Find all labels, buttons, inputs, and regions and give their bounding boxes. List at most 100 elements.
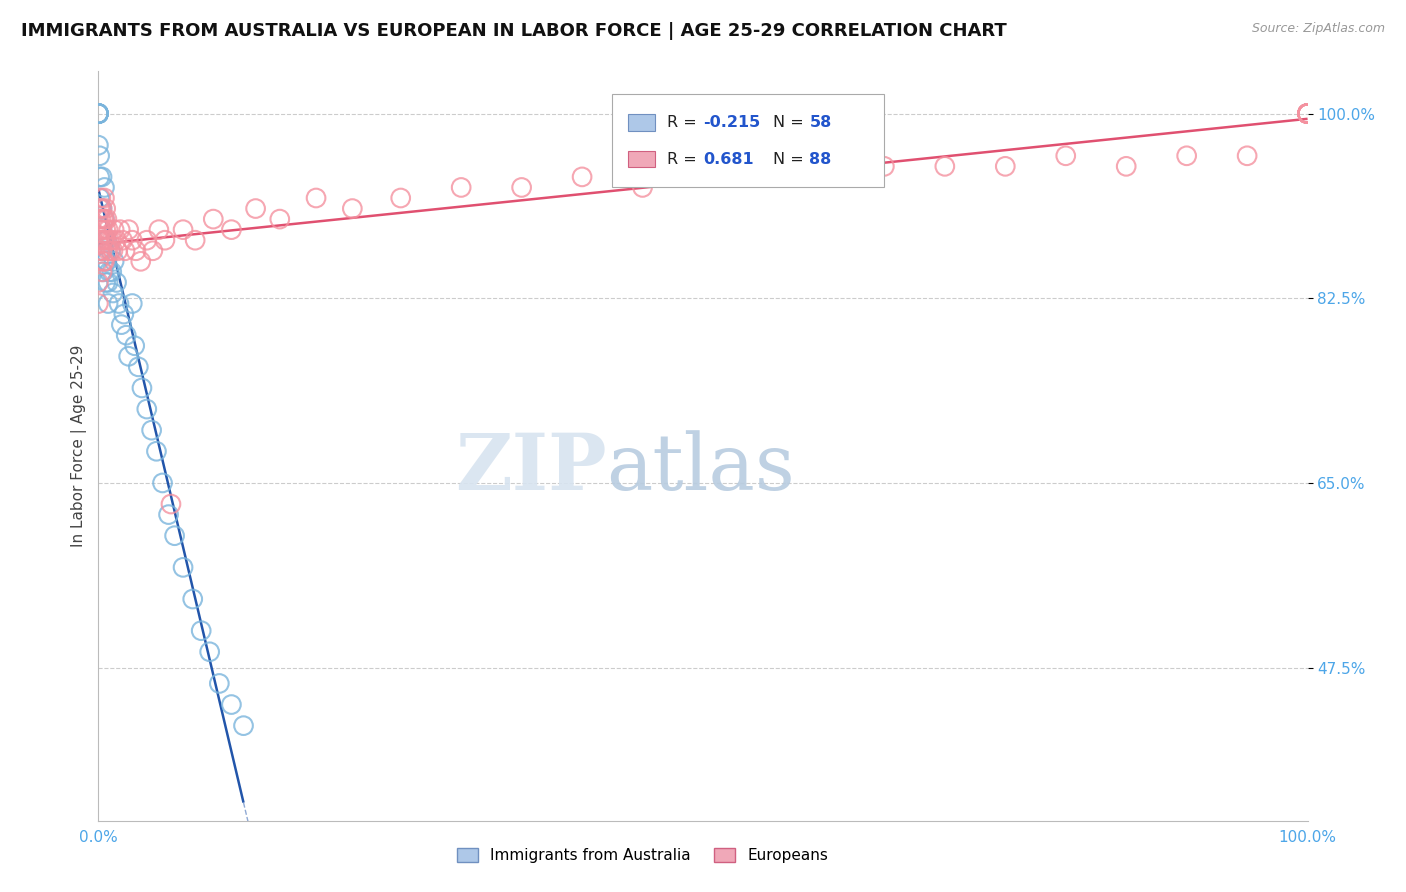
- Point: [96, 254, 118, 268]
- Point: [89, 149, 111, 163]
- Point: [157, 508, 180, 522]
- Point: [97, 276, 120, 290]
- Point: [145, 444, 167, 458]
- Point: [115, 328, 138, 343]
- Point: [172, 222, 194, 236]
- Text: ZIP: ZIP: [454, 431, 606, 507]
- Text: N =: N =: [773, 152, 808, 167]
- Point: [1296, 106, 1319, 120]
- Point: [232, 719, 254, 733]
- Point: [125, 244, 148, 258]
- Point: [101, 285, 124, 300]
- Point: [89, 202, 111, 216]
- Point: [96, 233, 118, 247]
- Point: [93, 180, 115, 194]
- Point: [91, 169, 114, 184]
- Point: [91, 222, 114, 236]
- Point: [103, 254, 125, 268]
- Point: [89, 169, 111, 184]
- Point: [1054, 149, 1077, 163]
- Point: [1296, 106, 1319, 120]
- Point: [160, 497, 183, 511]
- Point: [221, 698, 243, 712]
- Point: [91, 244, 114, 258]
- Text: 58: 58: [810, 115, 832, 130]
- Point: [342, 202, 364, 216]
- Point: [87, 106, 110, 120]
- Point: [118, 349, 141, 363]
- Point: [87, 106, 110, 120]
- Point: [90, 202, 112, 216]
- Point: [89, 222, 111, 236]
- Point: [107, 244, 129, 258]
- Point: [131, 381, 153, 395]
- Point: [100, 265, 122, 279]
- Point: [813, 169, 835, 184]
- Point: [93, 212, 115, 227]
- Point: [103, 222, 125, 236]
- Text: Source: ZipAtlas.com: Source: ZipAtlas.com: [1251, 22, 1385, 36]
- Text: 88: 88: [810, 152, 832, 167]
- Point: [90, 233, 112, 247]
- Text: atlas: atlas: [606, 431, 794, 507]
- Point: [1296, 106, 1319, 120]
- Point: [91, 212, 114, 227]
- Point: [97, 296, 120, 310]
- Point: [142, 244, 165, 258]
- Point: [118, 222, 141, 236]
- Point: [148, 222, 170, 236]
- Point: [98, 233, 121, 247]
- Point: [87, 106, 110, 120]
- FancyBboxPatch shape: [613, 94, 884, 187]
- Point: [631, 180, 654, 194]
- Point: [87, 106, 110, 120]
- Point: [98, 265, 121, 279]
- Point: [1296, 106, 1319, 120]
- Point: [202, 212, 225, 227]
- Point: [450, 180, 472, 194]
- Point: [172, 560, 194, 574]
- Point: [221, 222, 243, 236]
- Point: [91, 265, 114, 279]
- Point: [1296, 106, 1319, 120]
- Point: [105, 276, 128, 290]
- Point: [108, 296, 131, 310]
- Point: [124, 339, 146, 353]
- Text: 0.681: 0.681: [703, 152, 754, 167]
- Point: [94, 276, 117, 290]
- Point: [111, 233, 134, 247]
- Point: [87, 106, 110, 120]
- Point: [108, 222, 131, 236]
- Point: [994, 159, 1017, 173]
- Point: [101, 244, 124, 258]
- Point: [105, 233, 128, 247]
- Point: [93, 254, 115, 268]
- Point: [208, 676, 231, 690]
- Point: [87, 233, 110, 247]
- Point: [571, 169, 593, 184]
- Point: [94, 202, 117, 216]
- Point: [135, 233, 157, 247]
- Point: [93, 233, 115, 247]
- Point: [91, 254, 114, 268]
- Point: [87, 138, 110, 153]
- Point: [1296, 106, 1319, 120]
- Point: [245, 202, 267, 216]
- Point: [1296, 106, 1319, 120]
- Point: [934, 159, 956, 173]
- Point: [91, 244, 114, 258]
- Point: [90, 212, 112, 227]
- Point: [190, 624, 212, 638]
- Point: [1296, 106, 1319, 120]
- Bar: [628, 151, 655, 168]
- Point: [91, 265, 114, 279]
- Point: [110, 318, 132, 332]
- Point: [1296, 106, 1319, 120]
- Point: [269, 212, 291, 227]
- Point: [135, 402, 157, 417]
- Point: [152, 475, 174, 490]
- Point: [1296, 106, 1319, 120]
- Point: [692, 169, 714, 184]
- Point: [873, 159, 896, 173]
- Point: [129, 254, 152, 268]
